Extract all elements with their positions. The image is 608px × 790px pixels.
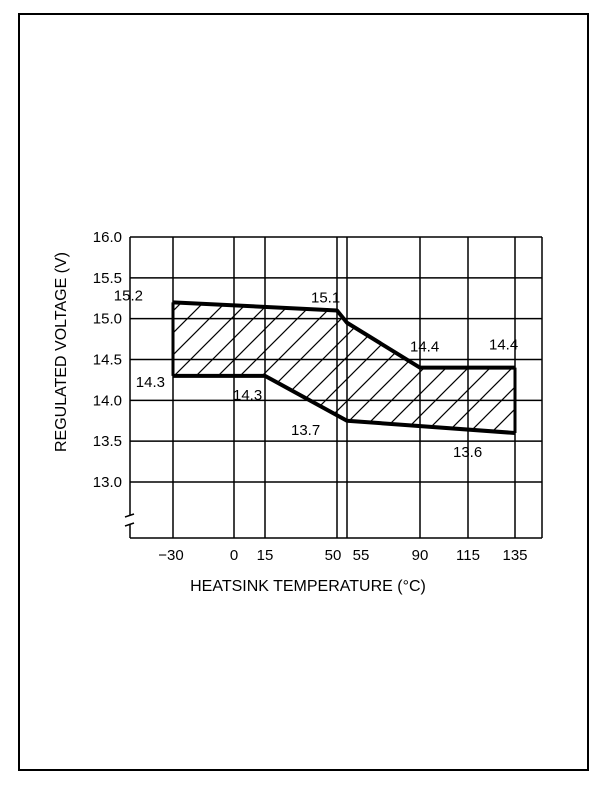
lower-limit-line [173, 373, 516, 435]
data-value-label: 14.4 [410, 339, 439, 356]
hatched-band [171, 302, 517, 433]
x-tick-label: −30 [158, 547, 183, 564]
upper-limit-line [172, 300, 515, 370]
y-axis-break-mark [124, 513, 135, 518]
y-tick-label: 15.0 [93, 311, 122, 328]
y-tick-label: 14.5 [93, 352, 122, 369]
x-tick-label: 135 [502, 547, 527, 564]
y-axis-break-mark [124, 522, 135, 527]
data-value-label: 14.3 [233, 387, 262, 404]
data-value-label: 15.1 [311, 290, 340, 307]
data-value-label: 13.7 [291, 422, 320, 439]
y-tick-label: 15.5 [93, 270, 122, 287]
series-lines [172, 300, 516, 435]
x-tick-label: 50 [325, 547, 342, 564]
data-value-label: 15.2 [114, 287, 143, 304]
x-tick-label: 0 [230, 547, 238, 564]
voltage-range-band [173, 302, 515, 433]
data-value-label: 14.4 [489, 337, 518, 354]
data-labels: 15.2 15.1 14.4 14.4 14.3 14.3 13.7 13.6 [114, 287, 518, 461]
y-tick-label: 13.5 [93, 433, 122, 450]
y-axis-title: REGULATED VOLTAGE (V) [53, 252, 70, 452]
x-tick-label: 55 [353, 547, 370, 564]
x-tick-label: 15 [257, 547, 274, 564]
y-tick-label: 14.0 [93, 392, 122, 409]
tick-labels: 13.0 13.5 14.0 14.5 15.0 15.5 16.0 −30 0 15 50 55 90… [93, 229, 528, 564]
figure-frame [18, 13, 589, 771]
x-axis-title: HEATSINK TEMPERATURE (°C) [190, 578, 426, 595]
data-value-label: 14.3 [136, 374, 165, 391]
y-tick-label: 13.0 [93, 474, 122, 491]
data-value-label: 13.6 [453, 444, 482, 461]
y-tick-label: 16.0 [93, 229, 122, 246]
x-tick-label: 90 [412, 547, 429, 564]
x-tick-label: 115 [456, 547, 480, 564]
